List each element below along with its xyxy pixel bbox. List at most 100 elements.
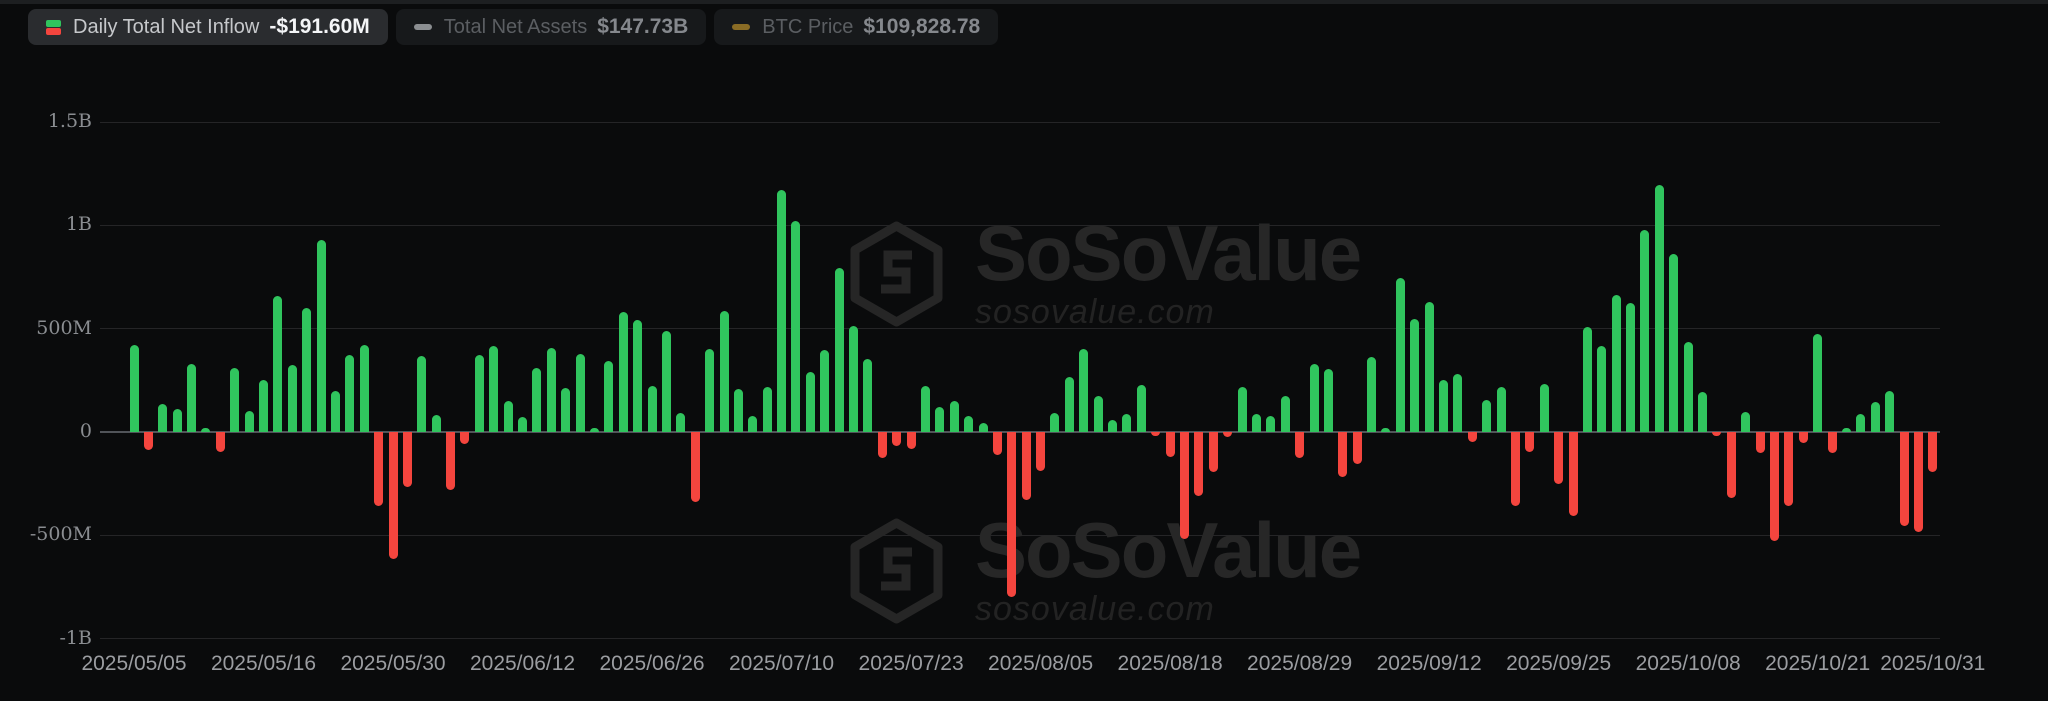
flow-bar[interactable] bbox=[1885, 391, 1895, 432]
flow-bar[interactable] bbox=[906, 432, 916, 449]
flow-bar[interactable] bbox=[719, 310, 729, 432]
flow-bar[interactable] bbox=[259, 380, 268, 432]
flow-bar[interactable] bbox=[1841, 428, 1851, 432]
flow-bar[interactable] bbox=[1367, 357, 1377, 432]
flow-bar[interactable] bbox=[474, 355, 484, 432]
legend-item-daily-net-inflow[interactable]: Daily Total Net Inflow -$191.60M bbox=[28, 9, 388, 45]
flow-bar[interactable] bbox=[1439, 379, 1449, 432]
flow-bar[interactable] bbox=[489, 345, 499, 432]
flow-bar[interactable] bbox=[1928, 432, 1938, 472]
flow-bar[interactable] bbox=[172, 409, 182, 432]
flow-bar[interactable] bbox=[1856, 414, 1866, 432]
flow-bar[interactable] bbox=[1338, 432, 1348, 478]
flow-bar[interactable] bbox=[1784, 432, 1794, 507]
flow-bar[interactable] bbox=[1064, 376, 1074, 432]
flow-bar[interactable] bbox=[762, 386, 772, 432]
flow-bar[interactable] bbox=[1698, 392, 1708, 432]
flow-bar[interactable] bbox=[589, 428, 599, 432]
flow-bar[interactable] bbox=[1626, 303, 1636, 432]
flow-bar[interactable] bbox=[1597, 345, 1607, 432]
flow-bar[interactable] bbox=[1712, 432, 1722, 436]
flow-bar[interactable] bbox=[1798, 432, 1808, 443]
flow-bar[interactable] bbox=[1021, 432, 1031, 500]
legend-item-btc-price[interactable]: BTC Price $109,828.78 bbox=[714, 9, 999, 45]
flow-bar[interactable] bbox=[1036, 432, 1046, 471]
flow-bar[interactable] bbox=[215, 432, 225, 453]
flow-bar[interactable] bbox=[1525, 432, 1535, 452]
flow-bar[interactable] bbox=[316, 240, 326, 432]
flow-bar[interactable] bbox=[805, 372, 815, 432]
flow-bar[interactable] bbox=[374, 432, 384, 507]
flow-bar[interactable] bbox=[834, 267, 844, 432]
flow-bar[interactable] bbox=[1179, 432, 1189, 540]
flow-bar[interactable] bbox=[935, 406, 945, 432]
flow-bar[interactable] bbox=[1813, 334, 1823, 432]
flow-bar[interactable] bbox=[1683, 341, 1693, 432]
flow-bar[interactable] bbox=[1870, 402, 1880, 432]
flow-bar[interactable] bbox=[1482, 400, 1492, 432]
flow-bar[interactable] bbox=[1194, 432, 1204, 496]
flow-bar[interactable] bbox=[877, 432, 887, 459]
flow-bar[interactable] bbox=[1913, 432, 1923, 532]
flow-bar[interactable] bbox=[546, 348, 556, 432]
flow-bar[interactable] bbox=[1496, 387, 1506, 432]
flow-bar[interactable] bbox=[244, 410, 254, 432]
flow-bar[interactable] bbox=[431, 415, 441, 432]
flow-bar[interactable] bbox=[446, 432, 456, 490]
flow-bar[interactable] bbox=[330, 390, 340, 432]
flow-bar[interactable] bbox=[1007, 432, 1017, 598]
flow-bar[interactable] bbox=[1640, 229, 1650, 432]
flow-bar[interactable] bbox=[1266, 416, 1276, 432]
flow-bar[interactable] bbox=[604, 360, 614, 432]
flow-bar[interactable] bbox=[1079, 349, 1089, 432]
flow-bar[interactable] bbox=[187, 363, 197, 432]
flow-bar[interactable] bbox=[1424, 301, 1434, 432]
flow-bar[interactable] bbox=[345, 354, 355, 432]
flow-bar[interactable] bbox=[359, 344, 369, 432]
flow-bar[interactable] bbox=[575, 354, 585, 432]
flow-bar[interactable] bbox=[1582, 326, 1592, 432]
flow-bar[interactable] bbox=[1323, 369, 1333, 432]
flow-bar[interactable] bbox=[633, 320, 643, 432]
flow-bar[interactable] bbox=[647, 385, 657, 432]
flow-bar[interactable] bbox=[1208, 432, 1218, 472]
flow-bar[interactable] bbox=[1726, 432, 1736, 499]
flow-bar[interactable] bbox=[1122, 414, 1132, 432]
flow-bar[interactable] bbox=[1251, 414, 1261, 432]
flow-bar[interactable] bbox=[1899, 432, 1909, 526]
flow-bar[interactable] bbox=[1554, 432, 1564, 485]
flow-bar[interactable] bbox=[201, 428, 211, 432]
flow-bar[interactable] bbox=[748, 416, 758, 432]
flow-bar[interactable] bbox=[978, 423, 988, 432]
flow-bar[interactable] bbox=[1295, 432, 1305, 459]
flow-bar[interactable] bbox=[1539, 384, 1549, 432]
flow-bar[interactable] bbox=[791, 220, 801, 432]
flow-bar[interactable] bbox=[920, 385, 930, 432]
flow-bar[interactable] bbox=[1352, 432, 1362, 465]
flow-bar[interactable] bbox=[1237, 386, 1247, 432]
flow-bar[interactable] bbox=[1611, 295, 1621, 432]
flow-bar[interactable] bbox=[129, 344, 139, 432]
flow-bar[interactable] bbox=[561, 387, 571, 432]
flow-bar[interactable] bbox=[460, 432, 470, 444]
flow-bar[interactable] bbox=[1050, 412, 1060, 432]
flow-bar[interactable] bbox=[1165, 432, 1175, 458]
flow-bar[interactable] bbox=[733, 389, 743, 432]
flow-bar[interactable] bbox=[820, 349, 830, 432]
flow-bar[interactable] bbox=[892, 432, 902, 446]
flow-bar[interactable] bbox=[1309, 364, 1319, 432]
flow-bar[interactable] bbox=[503, 400, 513, 432]
flow-bar[interactable] bbox=[1108, 420, 1118, 432]
flow-bar[interactable] bbox=[388, 432, 398, 560]
flow-bar[interactable] bbox=[302, 308, 312, 432]
flow-bar[interactable] bbox=[1151, 432, 1161, 436]
flow-bar[interactable] bbox=[777, 190, 787, 432]
flow-bar[interactable] bbox=[402, 432, 412, 487]
flow-bar[interactable] bbox=[1510, 432, 1520, 506]
flow-bar[interactable] bbox=[1467, 432, 1477, 442]
flow-bar[interactable] bbox=[143, 432, 153, 450]
flow-bar[interactable] bbox=[1654, 185, 1664, 432]
flow-bar[interactable] bbox=[705, 349, 715, 432]
flow-bar[interactable] bbox=[618, 312, 628, 432]
flow-bar[interactable] bbox=[1136, 384, 1146, 432]
